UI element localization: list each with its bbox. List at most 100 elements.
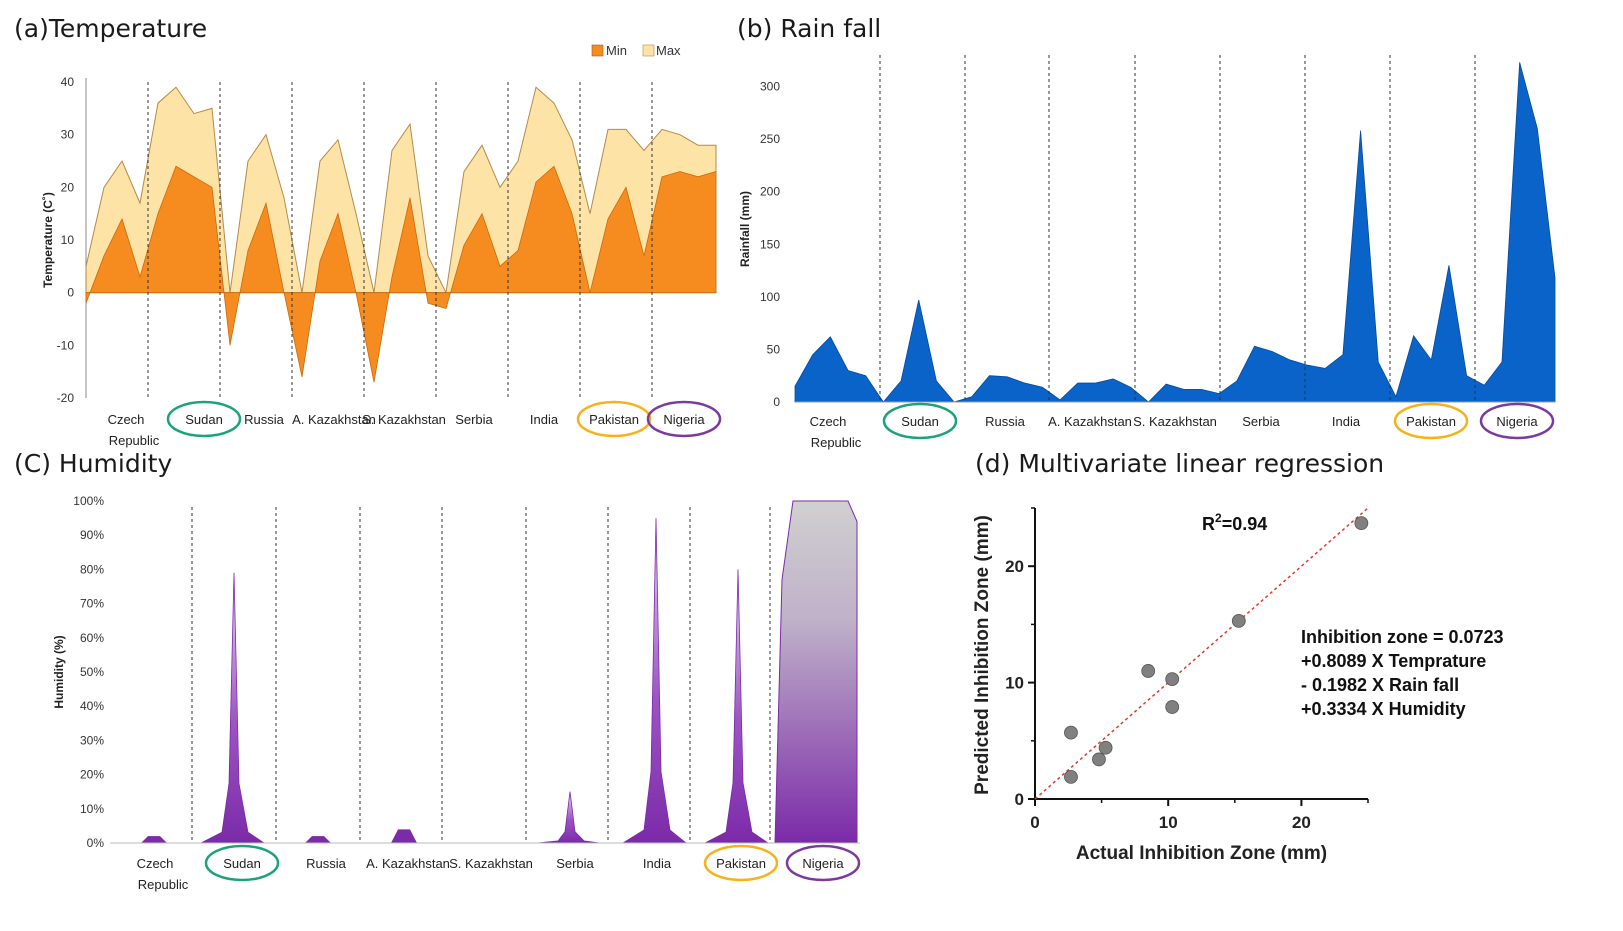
- humidity-peak: [305, 836, 331, 843]
- x-axis-label: Actual Inhibition Zone (mm): [1076, 843, 1327, 864]
- category-label: India: [1332, 414, 1361, 429]
- category-label: A. Kazakhstan: [1048, 414, 1132, 429]
- category-label: Nigeria: [802, 856, 844, 871]
- y-tick-label: 40%: [80, 699, 104, 713]
- y-tick-label: 10%: [80, 802, 104, 816]
- y-tick-label: 10: [1005, 674, 1024, 693]
- scatter-point: [1098, 740, 1113, 755]
- category-label: Nigeria: [663, 412, 705, 427]
- category-label: Russia: [985, 414, 1026, 429]
- highlight-ellipse: [204, 844, 280, 882]
- y-axis-label: Temperature (C˚): [41, 192, 55, 288]
- category-label: Czech: [137, 856, 174, 871]
- y-tick-label: 0%: [87, 836, 105, 850]
- y-tick-label: 250: [760, 132, 780, 146]
- y-tick-label: 0: [773, 395, 780, 409]
- scatter-point: [1165, 700, 1180, 714]
- y-tick-label: 0: [1015, 790, 1024, 809]
- legend-max-label: Max: [656, 43, 681, 58]
- highlight-ellipse: [166, 400, 242, 438]
- category-label: Serbia: [1242, 414, 1280, 429]
- humidity-peak: [704, 569, 770, 844]
- category-label: S. Kazakhstan: [362, 412, 446, 427]
- y-tick-label: 20: [61, 180, 75, 194]
- scatter-point: [1092, 752, 1106, 767]
- scatter-point: [1141, 664, 1156, 678]
- equation-line: +0.8089 X Temprature: [1301, 651, 1486, 671]
- y-tick-label: 30%: [80, 733, 104, 747]
- y-tick-label: -10: [57, 338, 75, 352]
- category-label: Nigeria: [1496, 414, 1538, 429]
- humidity-peak: [391, 829, 417, 843]
- y-tick-label: 150: [760, 237, 780, 251]
- category-label: Pakistan: [716, 856, 766, 871]
- category-label: Pakistan: [1406, 414, 1456, 429]
- y-tick-label: 60%: [80, 631, 104, 645]
- y-tick-label: 0: [67, 286, 74, 300]
- y-tick-label: 20: [1005, 557, 1024, 576]
- highlight-ellipse: [646, 400, 722, 438]
- x-tick-label: 0: [1030, 813, 1039, 832]
- category-label: Serbia: [455, 412, 493, 427]
- temperature-title: (a)Temperature: [14, 14, 208, 43]
- rainfall-area: [794, 62, 1556, 403]
- y-tick-label: 100%: [73, 494, 104, 508]
- category-label: India: [530, 412, 559, 427]
- category-sublabel: Republic: [138, 877, 189, 892]
- legend-max-swatch: [642, 44, 655, 57]
- scatter-point: [1064, 769, 1078, 784]
- category-label: India: [643, 856, 672, 871]
- category-label: S. Kazakhstan: [449, 856, 533, 871]
- y-tick-label: 90%: [80, 528, 104, 542]
- category-sublabel: Republic: [109, 433, 160, 448]
- category-label: Sudan: [223, 856, 261, 871]
- category-label: A. Kazakhstan: [292, 412, 376, 427]
- y-tick-label: 50%: [80, 665, 104, 679]
- y-tick-label: 20%: [80, 768, 104, 782]
- y-tick-label: 80%: [80, 562, 104, 576]
- category-label: A. Kazakhstan: [366, 856, 450, 871]
- y-tick-label: 40: [61, 75, 75, 89]
- rainfall-title: (b) Rain fall: [737, 14, 882, 43]
- y-tick-label: 50: [767, 342, 781, 356]
- r2-label: R2=0.94: [1202, 511, 1267, 534]
- category-label: Russia: [244, 412, 285, 427]
- highlight-ellipse: [1393, 402, 1469, 440]
- humidity-peak: [621, 518, 688, 844]
- equation-line: Inhibition zone = 0.0723: [1301, 627, 1504, 647]
- category-label: Pakistan: [589, 412, 639, 427]
- y-axis-label: Humidity (%): [52, 635, 66, 708]
- y-tick-label: 200: [760, 185, 780, 199]
- highlight-ellipse: [882, 402, 958, 440]
- category-label: Czech: [108, 412, 145, 427]
- y-tick-label: 70%: [80, 597, 104, 611]
- scatter-point: [1064, 725, 1078, 740]
- highlight-ellipse: [785, 844, 861, 882]
- min-temp-area: [85, 165, 717, 383]
- equation-line: - 0.1982 X Rain fall: [1301, 675, 1459, 695]
- category-sublabel: Republic: [811, 435, 862, 450]
- scatter-point: [1354, 516, 1369, 531]
- y-axis-label: Rainfall (mm): [738, 191, 752, 267]
- humidity-title: (C) Humidity: [14, 449, 173, 478]
- y-tick-label: 300: [760, 80, 780, 94]
- humidity-peak: [141, 836, 167, 843]
- scatter-point: [1231, 614, 1246, 628]
- y-tick-label: 100: [760, 290, 780, 304]
- scatter-point: [1165, 672, 1180, 687]
- highlight-ellipse: [1479, 402, 1555, 440]
- category-label: Sudan: [901, 414, 939, 429]
- y-axis-label: Predicted Inhibition Zone (mm): [972, 515, 993, 795]
- equation-line: +0.3334 X Humidity: [1301, 699, 1466, 719]
- category-label: Czech: [810, 414, 847, 429]
- y-tick-label: 10: [61, 233, 75, 247]
- highlight-ellipse: [576, 400, 652, 438]
- category-label: S. Kazakhstan: [1133, 414, 1217, 429]
- category-label: Russia: [306, 856, 347, 871]
- y-tick-label: 30: [61, 128, 75, 142]
- x-tick-label: 10: [1159, 813, 1178, 832]
